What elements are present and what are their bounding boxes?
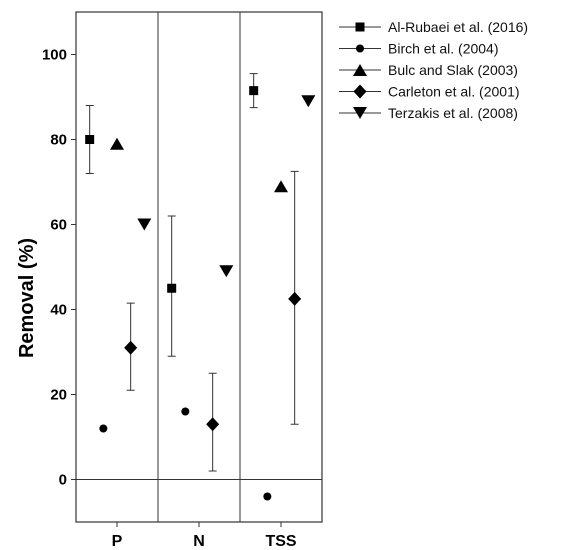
data-point-circle [263,492,272,501]
y-axis-title: Removal (%) [16,238,38,358]
data-point-diamond [124,340,138,355]
data-point-circle [99,424,108,433]
y-tick-label: 60 [50,217,67,234]
plot-frame [75,11,323,523]
legend-entry: Al-Rubaei et al. (2016) [339,19,528,35]
legend-label: Terzakis et al. (2008) [388,105,518,121]
y-tick-label: 40 [50,302,67,319]
data-point-circle [181,407,190,416]
data-point-triangle-down [137,218,152,231]
legend-label: Birch et al. (2004) [388,41,499,57]
legend-marker-triangle-down [353,107,367,119]
data-point-diamond [288,291,302,306]
legend: Al-Rubaei et al. (2016) Birch et al. (200… [339,19,528,121]
y-tick-label: 20 [50,387,67,404]
data-point-square [167,283,177,293]
legend-label: Bulc and Slak (2003) [388,62,518,78]
legend-entry: Birch et al. (2004) [339,41,499,57]
data-point-triangle-down [219,265,234,278]
series-triangle-down [137,95,316,278]
data-point-triangle-up [110,137,124,150]
y-tick-label: 80 [50,132,67,149]
y-axis: 0 20 40 60 80 100 [42,47,76,489]
data-point-triangle-down [301,95,316,108]
data-point-triangle-up [274,180,288,193]
legend-entry: Bulc and Slak (2003) [339,62,518,78]
y-tick-label: 0 [59,472,67,489]
x-tick-label: TSS [265,533,296,550]
legend-marker-square [355,22,365,32]
series-circle [99,407,272,501]
data-marks [85,73,316,501]
legend-label: Carleton et al. (2001) [388,84,520,100]
series-diamond [124,170,302,472]
legend-label: Al-Rubaei et al. (2016) [388,19,528,35]
x-axis: P N TSS [112,522,297,550]
x-tick-label: N [193,533,205,550]
legend-entry: Terzakis et al. (2008) [339,105,518,121]
legend-marker-diamond [353,84,367,99]
series-square [85,73,259,357]
legend-marker-circle [356,44,364,53]
y-tick-label: 100 [42,47,67,64]
legend-marker-triangle-up [353,64,367,76]
data-point-square [249,86,259,96]
legend-entry: Carleton et al. (2001) [339,84,520,100]
plot-border [75,11,323,523]
x-tick-label: P [112,533,123,550]
data-point-square [85,135,95,144]
data-point-diamond [206,417,220,432]
series-triangle-up [110,137,288,193]
